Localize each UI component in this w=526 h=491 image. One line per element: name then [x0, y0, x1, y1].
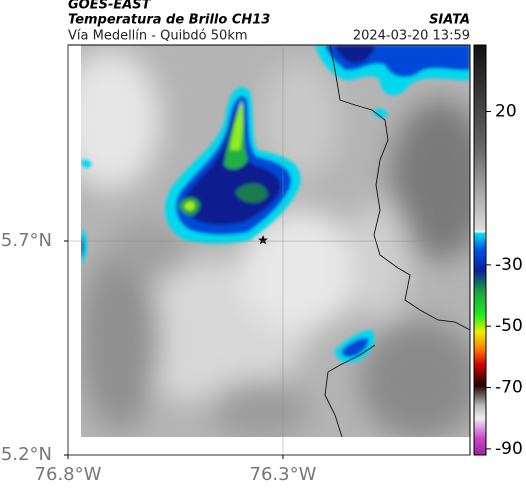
- x-tick-label: 76.3°W: [250, 464, 317, 485]
- title: Temperatura de Brillo CH13: [68, 13, 270, 28]
- y-tick-label: 5.7°N: [1, 230, 52, 251]
- y-tick-label: 5.2°N: [1, 444, 52, 465]
- station-marker: [258, 235, 268, 245]
- colorbar-tick-label: -50: [495, 316, 523, 336]
- colorbar-tick-label: 20: [495, 102, 517, 122]
- timestamp: 2024-03-20 13:59: [353, 29, 470, 44]
- source: GOES-EAST: [68, 0, 152, 13]
- colorbar-tick-label: -90: [495, 439, 523, 459]
- org: SIATA: [429, 13, 470, 28]
- x-tick-label: 76.8°W: [35, 464, 102, 485]
- satellite-image: [81, 45, 470, 437]
- colorbar-tick-label: -70: [495, 378, 523, 398]
- subtitle: Vía Medellín - Quibdó 50km: [68, 29, 248, 44]
- colorbar: [473, 44, 487, 456]
- colorbar-tick-label: -30: [495, 255, 523, 275]
